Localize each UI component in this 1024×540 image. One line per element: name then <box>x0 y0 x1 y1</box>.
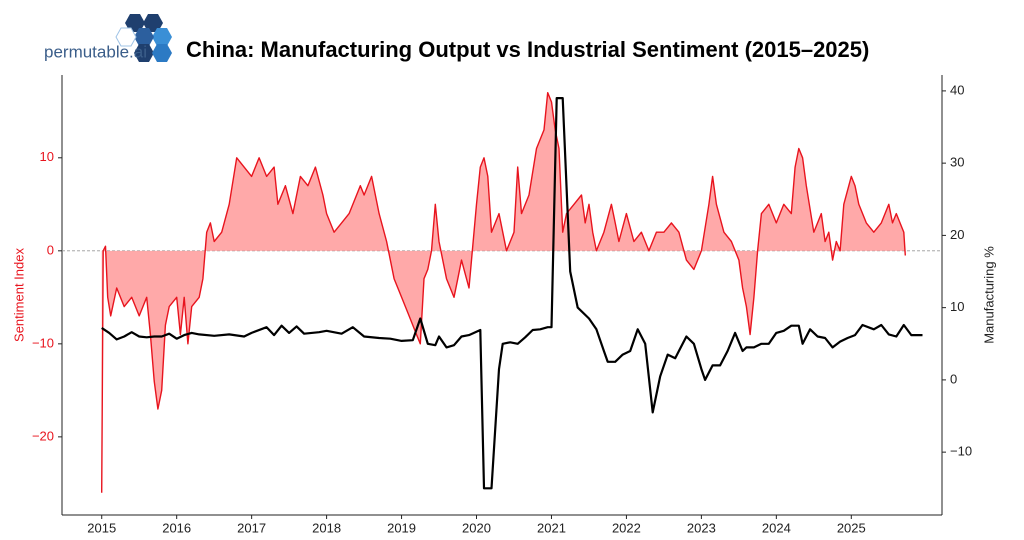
x-tick-label: 2024 <box>762 520 791 535</box>
x-tick-label: 2019 <box>387 520 416 535</box>
y2-tick-label: 40 <box>950 82 964 97</box>
y2-tick-label: −10 <box>950 444 972 459</box>
logo-hex <box>152 44 172 62</box>
x-tick-label: 2018 <box>312 520 341 535</box>
logo-hex <box>115 27 137 47</box>
y-tick-label: 0 <box>47 242 54 257</box>
logo-hex <box>152 28 172 46</box>
logo-hex <box>134 28 154 46</box>
x-tick-label: 2017 <box>237 520 266 535</box>
y2-axis-label: Manufacturing % <box>981 246 996 344</box>
y-tick-label: −10 <box>32 335 54 350</box>
y-axis-label: Sentiment Index <box>11 248 26 342</box>
y-tick-label: 10 <box>40 149 54 164</box>
x-tick-label: 2021 <box>537 520 566 535</box>
y2-tick-label: 20 <box>950 227 964 242</box>
logo-hex <box>143 14 163 32</box>
x-tick-label: 2020 <box>462 520 491 535</box>
chart-title: China: Manufacturing Output vs Industria… <box>186 37 869 62</box>
line <box>101 92 906 493</box>
area <box>101 92 906 493</box>
y-tick-label: −20 <box>32 428 54 443</box>
x-tick-label: 2025 <box>837 520 866 535</box>
logo-text: permutable.ai <box>44 42 147 61</box>
logo-hex <box>134 44 154 62</box>
x-tick-label: 2023 <box>687 520 716 535</box>
x-tick-label: 2022 <box>612 520 641 535</box>
y2-tick-label: 0 <box>950 371 957 386</box>
x-tick-label: 2015 <box>87 520 116 535</box>
y2-tick-label: 30 <box>950 155 964 170</box>
x-tick-label: 2016 <box>162 520 191 535</box>
y2-tick-label: 10 <box>950 299 964 314</box>
logo: permutable.ai <box>44 14 172 62</box>
line <box>101 97 923 490</box>
